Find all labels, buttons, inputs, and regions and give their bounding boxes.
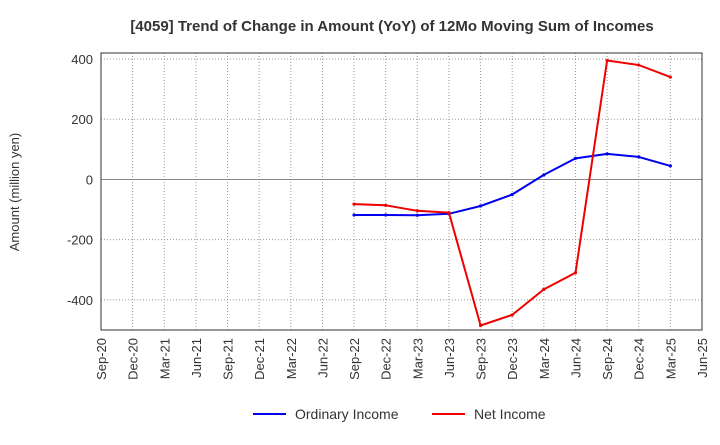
x-tick-label: Jun-23 <box>442 338 457 378</box>
data-point <box>384 213 388 217</box>
plot-area <box>101 53 702 330</box>
y-tick-label: 0 <box>86 172 93 187</box>
x-tick-label: Dec-20 <box>126 338 141 380</box>
y-tick-label: 200 <box>71 112 93 127</box>
data-point <box>637 155 641 159</box>
data-point <box>478 204 483 208</box>
legend-label-1: Net Income <box>474 406 546 422</box>
x-tick-label: Mar-25 <box>663 338 678 379</box>
data-point <box>573 156 578 160</box>
data-point <box>542 173 546 177</box>
data-point <box>384 203 388 207</box>
data-point <box>573 271 578 275</box>
x-tick-label: Mar-22 <box>284 338 299 379</box>
x-tick-label: Sep-21 <box>221 338 236 380</box>
legend-label-0: Ordinary Income <box>295 406 399 422</box>
data-point <box>605 152 609 156</box>
y-tick-label: -200 <box>67 233 93 248</box>
data-point <box>478 323 483 328</box>
data-point <box>510 313 514 317</box>
x-tick-label: Mar-21 <box>157 338 172 379</box>
data-point <box>415 209 419 213</box>
data-point <box>447 210 451 215</box>
x-tick-label: Jun-25 <box>695 338 710 378</box>
y-tick-label: 400 <box>71 52 93 67</box>
chart-title: [4059] Trend of Change in Amount (YoY) o… <box>130 18 653 35</box>
data-point <box>510 192 514 197</box>
plot-border <box>100 52 703 331</box>
x-tick-label: Dec-22 <box>379 338 394 380</box>
x-tick-label: Jun-22 <box>315 338 330 378</box>
x-tick-label: Sep-24 <box>600 338 615 380</box>
data-point <box>668 75 672 79</box>
x-tick-label: Sep-20 <box>94 338 109 380</box>
x-tick-label: Jun-21 <box>189 338 204 378</box>
x-tick-label: Dec-21 <box>252 338 267 380</box>
x-tick-label: Dec-24 <box>632 338 647 380</box>
data-point <box>668 164 672 168</box>
x-tick-label: Dec-23 <box>505 338 520 380</box>
y-axis-label: Amount (million yen) <box>7 133 22 252</box>
legend: Ordinary Income Net Income <box>253 406 546 422</box>
axes: 400 200 0 -200 -400 Sep-20 Dec-20 Mar-21 Jun-21 S… <box>67 52 710 380</box>
data-point <box>415 213 419 217</box>
data-point <box>605 58 609 63</box>
data-point <box>352 202 356 206</box>
x-tick-label: Sep-23 <box>474 338 489 380</box>
x-tick-label: Sep-22 <box>347 338 362 380</box>
x-tick-label: Jun-24 <box>568 338 583 378</box>
data-point <box>542 287 546 291</box>
data-point <box>637 63 641 67</box>
grid <box>100 53 703 330</box>
data-point <box>352 213 356 217</box>
series-lines <box>352 58 672 328</box>
x-tick-label: Mar-23 <box>410 338 425 379</box>
y-tick-label: -400 <box>67 293 93 308</box>
x-tick-label: Mar-24 <box>537 338 552 379</box>
